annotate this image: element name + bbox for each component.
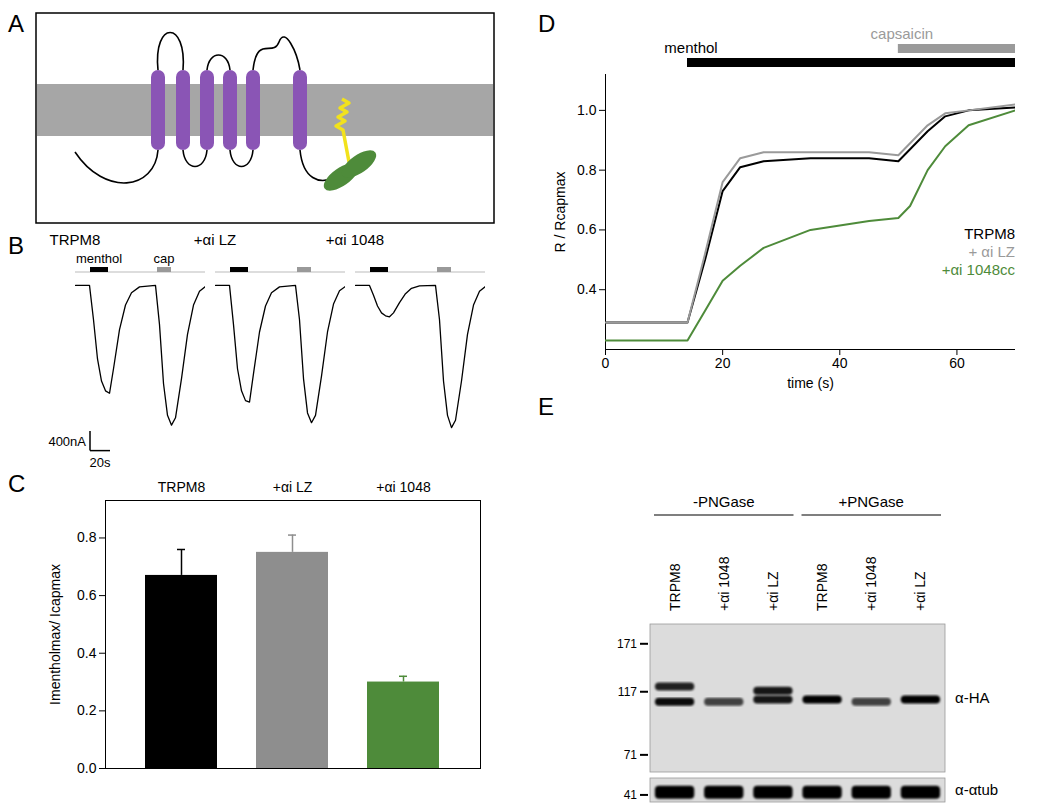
svg-text:+αi 1048: +αi 1048 <box>716 556 732 611</box>
svg-text:TRPM8: TRPM8 <box>814 563 830 611</box>
svg-text:+ αi LZ: + αi LZ <box>968 243 1015 260</box>
svg-text:400nA: 400nA <box>48 434 86 449</box>
svg-text:1.0: 1.0 <box>577 102 597 118</box>
svg-text:+αi LZ: +αi LZ <box>912 571 928 611</box>
svg-text:71: 71 <box>624 748 638 762</box>
svg-text:+αi LZ: +αi LZ <box>194 231 236 248</box>
svg-text:menthol: menthol <box>664 39 717 56</box>
svg-text:+PNGase: +PNGase <box>839 493 904 510</box>
svg-text:capsaicin: capsaicin <box>871 25 934 42</box>
svg-text:TRPM8: TRPM8 <box>964 225 1015 242</box>
svg-text:α-αtub: α-αtub <box>955 781 998 798</box>
svg-text:0.0: 0.0 <box>77 760 97 776</box>
svg-text:117: 117 <box>618 685 637 699</box>
svg-text:0.6: 0.6 <box>577 221 597 237</box>
svg-text:0.4: 0.4 <box>577 281 597 297</box>
svg-text:+αi 1048: +αi 1048 <box>376 479 431 495</box>
svg-text:menthol: menthol <box>76 251 122 266</box>
svg-text:0.4: 0.4 <box>77 645 97 661</box>
svg-text:0: 0 <box>602 355 610 371</box>
svg-text:+αi 1048: +αi 1048 <box>863 556 879 611</box>
svg-text:41: 41 <box>624 788 638 802</box>
svg-text:TRPM8: TRPM8 <box>50 231 101 248</box>
svg-text:40: 40 <box>832 355 848 371</box>
html-text:B: B <box>8 232 24 259</box>
svg-text:+αi 1048: +αi 1048 <box>326 231 384 248</box>
svg-text:171: 171 <box>617 637 637 651</box>
svg-text:60: 60 <box>949 355 965 371</box>
html-text:A: A <box>8 10 24 37</box>
svg-text:0.8: 0.8 <box>577 162 597 178</box>
svg-text:TRPM8: TRPM8 <box>158 479 206 495</box>
svg-text:0.8: 0.8 <box>77 529 97 545</box>
html-text:D: D <box>538 10 556 37</box>
svg-text:+αi 1048cc: +αi 1048cc <box>942 261 1016 278</box>
svg-text:R / Rcapmax: R / Rcapmax <box>552 172 568 253</box>
svg-text:Imentholmax/ Icapmax: Imentholmax/ Icapmax <box>47 564 63 705</box>
svg-text:0.6: 0.6 <box>77 587 97 603</box>
svg-text:0.2: 0.2 <box>77 702 97 718</box>
svg-text:+αi LZ: +αi LZ <box>273 479 313 495</box>
svg-text:cap: cap <box>154 251 175 266</box>
html-text:E: E <box>538 393 554 420</box>
svg-text:α-HA: α-HA <box>955 689 990 706</box>
svg-text:-PNGase: -PNGase <box>693 493 755 510</box>
svg-text:TRPM8: TRPM8 <box>667 563 683 611</box>
svg-text:time (s): time (s) <box>787 375 834 391</box>
svg-text:20: 20 <box>715 355 731 371</box>
svg-text:+αi LZ: +αi LZ <box>765 571 781 611</box>
html-text:C: C <box>8 470 26 497</box>
svg-text:20s: 20s <box>90 455 111 470</box>
